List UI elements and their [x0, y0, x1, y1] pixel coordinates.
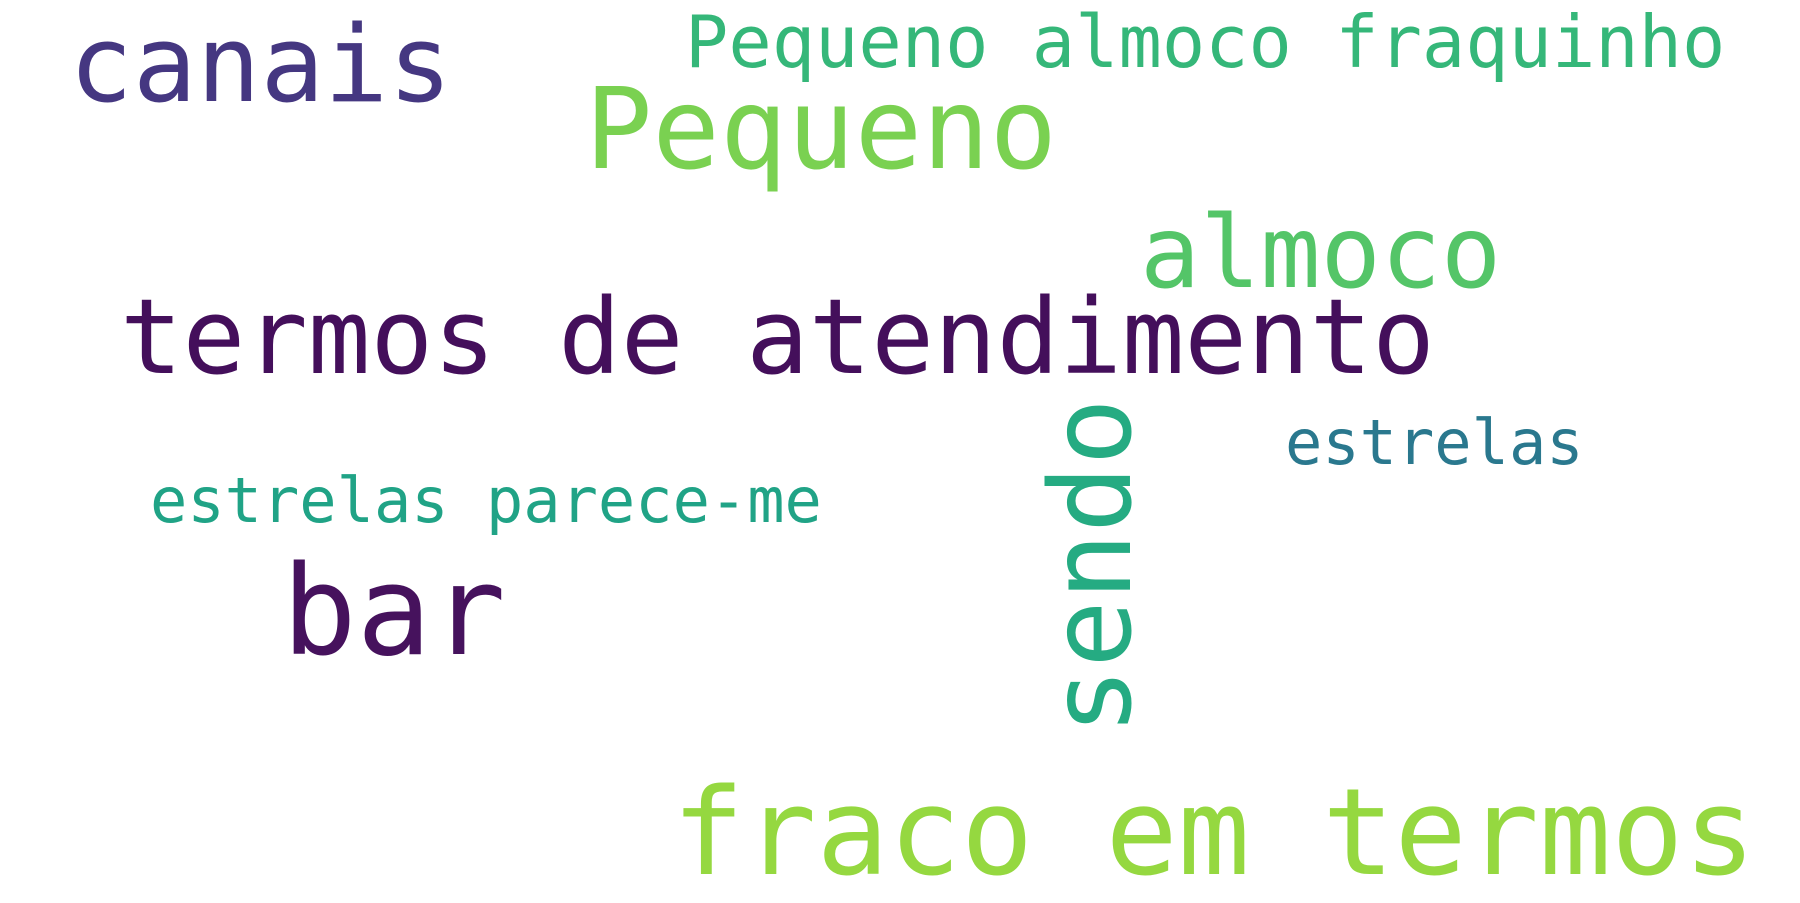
word-estrelas-parece-me: estrelas parece-me: [150, 464, 822, 537]
word-bar: bar: [282, 540, 506, 684]
word-estrelas: estrelas: [1285, 406, 1584, 479]
word-fraco-em-termos: fraco em termos: [672, 764, 1756, 903]
word-almoco: almoco: [1140, 194, 1502, 311]
word-canais: canais: [69, 3, 452, 126]
word-termos-de-atendimento: termos de atendimento: [120, 276, 1435, 398]
word-sendo: sendo: [1027, 398, 1157, 736]
word-pequeno: Pequeno: [585, 65, 1058, 195]
word-pequeno-almoco-fraquinho: Pequeno almoco fraquinho: [685, 0, 1726, 84]
